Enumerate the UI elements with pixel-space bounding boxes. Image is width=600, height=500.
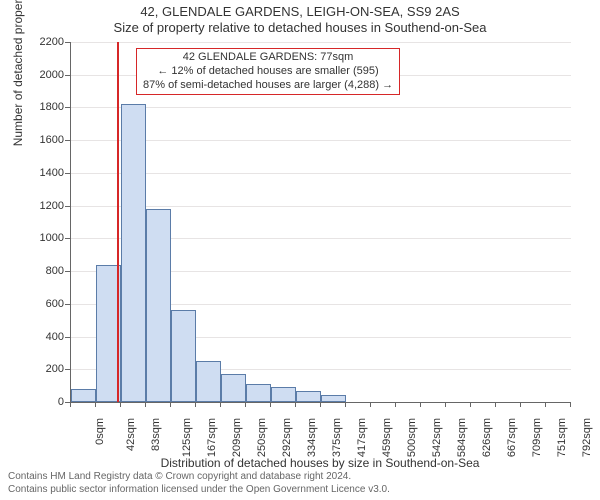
y-tick-mark	[65, 173, 70, 174]
x-tick-mark	[345, 402, 346, 407]
annotation-line1: 42 GLENDALE GARDENS: 77sqm	[143, 51, 393, 65]
histogram-bar	[71, 389, 96, 402]
x-tick-label: 334sqm	[306, 418, 318, 457]
x-tick-mark	[570, 402, 571, 407]
histogram-bar	[196, 361, 221, 402]
y-tick-label: 800	[24, 265, 64, 277]
x-tick-mark	[545, 402, 546, 407]
y-tick-label: 600	[24, 298, 64, 310]
gridline	[71, 42, 571, 43]
x-tick-label: 459sqm	[381, 418, 393, 457]
annotation-box: 42 GLENDALE GARDENS: 77sqm← 12% of detac…	[136, 48, 400, 95]
x-tick-label: 125sqm	[181, 418, 193, 457]
page-title: 42, GLENDALE GARDENS, LEIGH-ON-SEA, SS9 …	[0, 4, 600, 19]
x-tick-label: 0sqm	[94, 418, 106, 445]
plot-region	[70, 42, 571, 403]
x-tick-label: 751sqm	[556, 418, 568, 457]
x-tick-label: 792sqm	[581, 418, 593, 457]
page-subtitle: Size of property relative to detached ho…	[0, 20, 600, 35]
y-tick-label: 400	[24, 331, 64, 343]
x-tick-mark	[495, 402, 496, 407]
x-tick-mark	[295, 402, 296, 407]
gridline	[71, 206, 571, 207]
x-tick-label: 709sqm	[531, 418, 543, 457]
y-tick-label: 0	[24, 396, 64, 408]
x-tick-label: 209sqm	[231, 418, 243, 457]
x-tick-mark	[270, 402, 271, 407]
y-tick-mark	[65, 107, 70, 108]
x-tick-mark	[245, 402, 246, 407]
histogram-bar	[146, 209, 171, 402]
histogram-bar	[221, 374, 246, 402]
x-tick-mark	[220, 402, 221, 407]
x-tick-label: 42sqm	[125, 418, 137, 451]
histogram-bar	[246, 384, 271, 402]
y-tick-mark	[65, 337, 70, 338]
footer-line1: Contains HM Land Registry data © Crown c…	[8, 471, 390, 484]
x-tick-mark	[395, 402, 396, 407]
y-tick-label: 1800	[24, 101, 64, 113]
histogram-bar	[171, 310, 196, 402]
y-tick-mark	[65, 206, 70, 207]
x-tick-mark	[470, 402, 471, 407]
x-tick-label: 167sqm	[206, 418, 218, 457]
x-tick-mark	[195, 402, 196, 407]
y-tick-label: 200	[24, 363, 64, 375]
y-tick-mark	[65, 42, 70, 43]
y-tick-label: 1600	[24, 134, 64, 146]
footer-attribution: Contains HM Land Registry data © Crown c…	[8, 471, 390, 496]
histogram-bar	[121, 104, 146, 402]
annotation-line3: 87% of semi-detached houses are larger (…	[143, 79, 393, 93]
x-tick-mark	[170, 402, 171, 407]
histogram-bar	[296, 391, 321, 402]
histogram-bar	[271, 387, 296, 402]
y-tick-mark	[65, 75, 70, 76]
annotation-line2: ← 12% of detached houses are smaller (59…	[143, 65, 393, 79]
x-tick-label: 292sqm	[281, 418, 293, 457]
x-tick-mark	[420, 402, 421, 407]
x-tick-label: 250sqm	[256, 418, 268, 457]
x-tick-mark	[370, 402, 371, 407]
y-tick-mark	[65, 304, 70, 305]
histogram-chart: Number of detached properties Distributi…	[70, 42, 570, 402]
x-tick-mark	[320, 402, 321, 407]
x-axis-label: Distribution of detached houses by size …	[70, 456, 570, 470]
marker-line	[117, 42, 119, 402]
x-tick-mark	[95, 402, 96, 407]
gridline	[71, 173, 571, 174]
x-tick-label: 626sqm	[481, 418, 493, 457]
x-tick-label: 375sqm	[331, 418, 343, 457]
x-tick-label: 500sqm	[406, 418, 418, 457]
x-tick-mark	[145, 402, 146, 407]
footer-line2: Contains public sector information licen…	[8, 484, 390, 497]
x-tick-mark	[520, 402, 521, 407]
y-tick-mark	[65, 140, 70, 141]
x-tick-label: 542sqm	[431, 418, 443, 457]
x-tick-label: 83sqm	[150, 418, 162, 451]
y-tick-mark	[65, 238, 70, 239]
x-tick-label: 584sqm	[456, 418, 468, 457]
y-tick-label: 1400	[24, 167, 64, 179]
y-tick-label: 2000	[24, 69, 64, 81]
y-tick-label: 1200	[24, 200, 64, 212]
x-tick-mark	[120, 402, 121, 407]
y-tick-label: 2200	[24, 36, 64, 48]
x-tick-label: 417sqm	[356, 418, 368, 457]
y-tick-mark	[65, 369, 70, 370]
y-tick-label: 1000	[24, 232, 64, 244]
x-tick-mark	[445, 402, 446, 407]
x-tick-label: 667sqm	[506, 418, 518, 457]
title-block: 42, GLENDALE GARDENS, LEIGH-ON-SEA, SS9 …	[0, 0, 600, 35]
y-axis-label: Number of detached properties	[11, 0, 25, 146]
gridline	[71, 140, 571, 141]
gridline	[71, 107, 571, 108]
y-tick-mark	[65, 271, 70, 272]
histogram-bar	[321, 395, 346, 402]
x-tick-mark	[70, 402, 71, 407]
